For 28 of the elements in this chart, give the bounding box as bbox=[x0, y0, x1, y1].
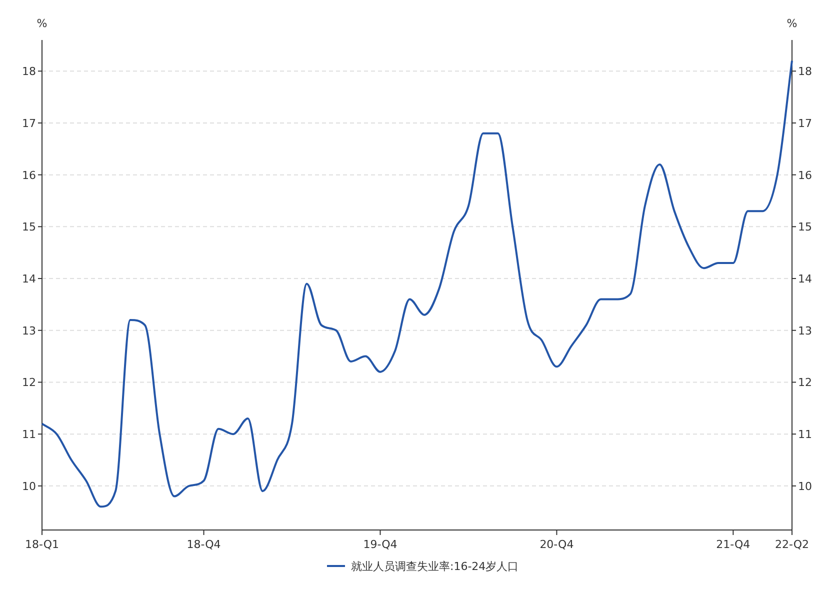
y-tick-label: 16 bbox=[22, 168, 36, 182]
y2-tick-label: 11 bbox=[798, 428, 812, 442]
y2-axis-title: % bbox=[786, 17, 798, 30]
x-tick-label: 21-Q4 bbox=[716, 538, 750, 551]
x-tick-label: 22-Q2 bbox=[774, 538, 810, 551]
y2-tick-label: 14 bbox=[798, 272, 812, 286]
y-tick-label: 11 bbox=[22, 428, 36, 442]
y-tick-label: 18 bbox=[22, 65, 36, 78]
y2-tick-label: 16 bbox=[798, 168, 812, 182]
y2-tick-label: 10 bbox=[798, 480, 812, 493]
legend-label: 就业人员调查失业率:16-24岁人口 bbox=[351, 560, 519, 573]
y2-tick-label: 17 bbox=[798, 116, 812, 130]
y-tick-label: 15 bbox=[22, 220, 36, 234]
y2-tick-label: 18 bbox=[798, 65, 812, 78]
y-tick-label: 10 bbox=[22, 480, 36, 493]
y2-tick-label: 15 bbox=[798, 220, 812, 234]
y-tick-label: 14 bbox=[22, 272, 36, 286]
x-tick-label: 19-Q4 bbox=[363, 538, 398, 551]
y-tick-label: 12 bbox=[22, 376, 36, 390]
y-axis-title: % bbox=[36, 17, 48, 30]
x-tick-label: 20-Q4 bbox=[540, 538, 574, 551]
y-tick-label: 13 bbox=[22, 324, 36, 338]
y2-tick-label: 13 bbox=[798, 324, 812, 338]
x-tick-label: 18-Q1 bbox=[24, 538, 60, 551]
x-tick-label: 18-Q4 bbox=[186, 538, 221, 551]
y-tick-label: 17 bbox=[22, 116, 36, 130]
y2-tick-label: 12 bbox=[798, 376, 812, 390]
line-series bbox=[41, 60, 793, 508]
